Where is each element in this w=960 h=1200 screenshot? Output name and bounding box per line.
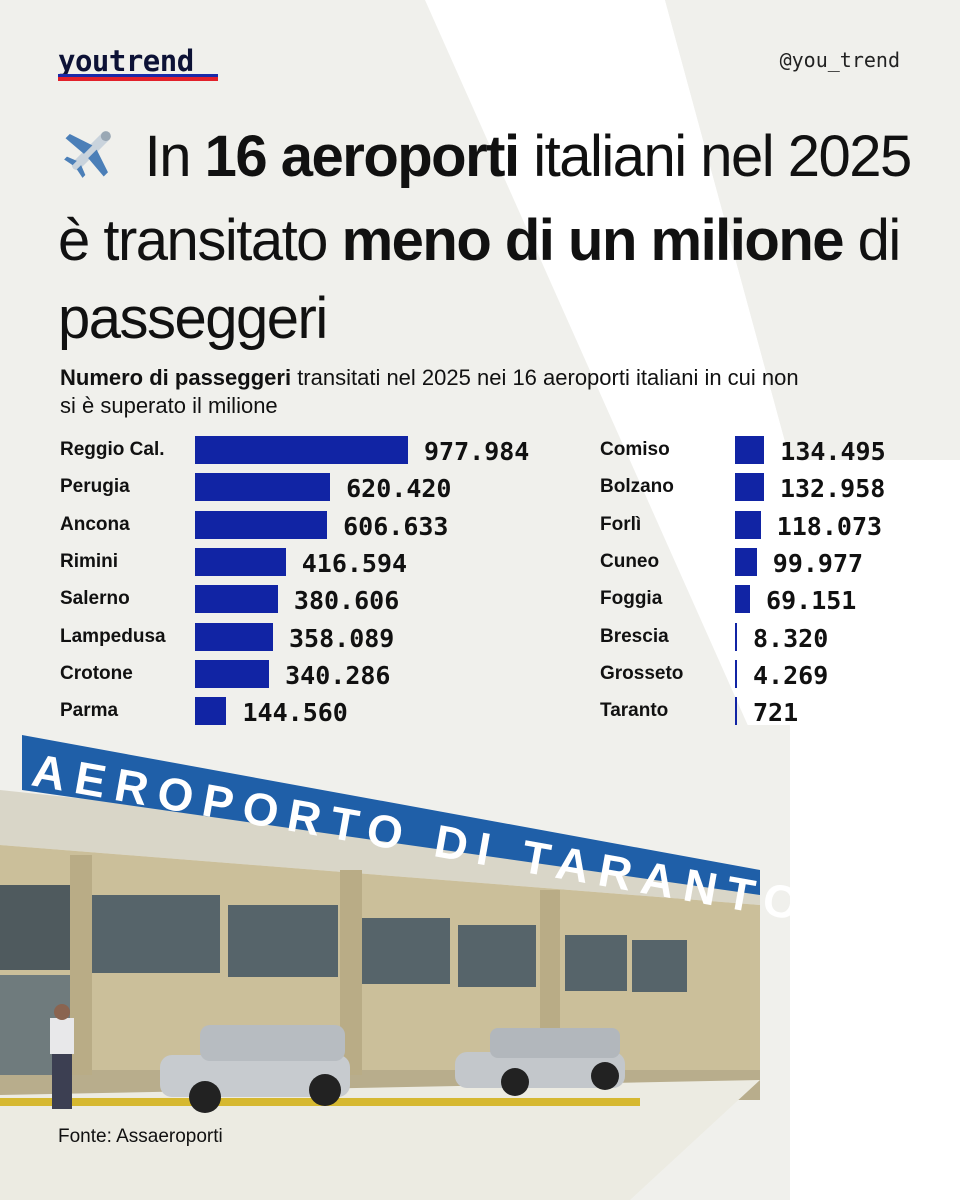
bar-row: Parma 144.560 bbox=[60, 697, 440, 727]
bar bbox=[735, 548, 757, 576]
title-bold-2: meno di un milione bbox=[341, 208, 845, 273]
category-label: Grosseto bbox=[600, 663, 684, 684]
source-note: Fonte: Assaeroporti bbox=[58, 1126, 223, 1147]
value-label: 358.089 bbox=[288, 624, 395, 653]
bar-row: Brescia 8.320 bbox=[600, 623, 960, 653]
category-label: Parma bbox=[60, 700, 119, 721]
airplane-icon bbox=[58, 120, 124, 202]
page-title: In 16 aeroporti italiani nel 2025 è tran… bbox=[58, 118, 918, 358]
terminal-canopy bbox=[0, 790, 760, 905]
value-label: 118.073 bbox=[776, 512, 883, 541]
category-label: Lampedusa bbox=[60, 626, 166, 647]
value-label: 721 bbox=[753, 698, 799, 727]
bar-row: Ancona 606.633 bbox=[60, 511, 448, 541]
category-label: Rimini bbox=[60, 551, 119, 572]
value-label: 69.151 bbox=[766, 586, 857, 615]
bar bbox=[195, 436, 408, 464]
bar bbox=[735, 511, 761, 539]
bar-row: Comiso 134.495 bbox=[600, 436, 960, 466]
value-label: 977.984 bbox=[424, 437, 530, 466]
value-label: 132.958 bbox=[779, 474, 886, 503]
bar-row: Rimini 416.594 bbox=[60, 548, 440, 578]
chart-subtitle: Numero di passeggeri transitati nel 2025… bbox=[60, 364, 820, 420]
sign-band bbox=[22, 735, 760, 895]
category-label: Reggio Cal. bbox=[60, 439, 165, 460]
bar bbox=[195, 548, 286, 576]
bar bbox=[195, 623, 273, 651]
category-label: Crotone bbox=[60, 663, 133, 684]
value-label: 8.320 bbox=[753, 624, 829, 653]
bar bbox=[195, 585, 278, 613]
value-label: 4.269 bbox=[753, 661, 829, 690]
value-label: 416.594 bbox=[301, 549, 408, 578]
category-label: Forlì bbox=[600, 514, 642, 535]
value-label: 380.606 bbox=[293, 586, 400, 615]
bar bbox=[735, 436, 765, 464]
category-label: Perugia bbox=[60, 476, 130, 497]
youtrend-logo: youtrend bbox=[58, 44, 194, 78]
bar-row: Perugia 620.420 bbox=[60, 473, 451, 503]
bar-row: Grosseto 4.269 bbox=[600, 660, 960, 690]
car-left bbox=[160, 1025, 350, 1113]
subtitle-rest: transitati nel 2025 nei 16 aeroporti ita… bbox=[60, 365, 799, 418]
category-label: Ancona bbox=[60, 514, 130, 535]
bar-row: Crotone 340.286 bbox=[60, 660, 440, 690]
bar bbox=[735, 473, 764, 501]
title-text-2: italiani nel 2025 è transitato bbox=[58, 124, 912, 273]
car-right bbox=[455, 1028, 625, 1096]
person-figure bbox=[50, 1004, 74, 1109]
bar-row: Salerno 380.606 bbox=[60, 585, 440, 615]
bar bbox=[195, 511, 328, 539]
value-label: 99.977 bbox=[772, 549, 864, 578]
bar-row: Taranto 721 bbox=[600, 697, 960, 727]
bar-row: Forlì 118.073 bbox=[600, 511, 960, 541]
category-label: Foggia bbox=[600, 588, 663, 609]
bar-row: Cuneo 99.977 bbox=[600, 548, 960, 578]
title-text-1: In bbox=[130, 124, 205, 189]
logo-underline-blue bbox=[58, 74, 218, 77]
category-label: Cuneo bbox=[600, 551, 660, 572]
title-bold-1: 16 aeroporti bbox=[204, 124, 521, 189]
title-text-3: di passeggeri bbox=[58, 208, 901, 351]
bar bbox=[195, 660, 270, 688]
bar-row: Reggio Cal. 977.984 bbox=[60, 436, 529, 466]
bar bbox=[735, 585, 751, 613]
subtitle-bold: Numero di passeggeri bbox=[60, 365, 292, 390]
bar-row: Lampedusa 358.089 bbox=[60, 623, 440, 653]
category-label: Brescia bbox=[600, 626, 669, 647]
category-label: Salerno bbox=[60, 588, 130, 609]
bar bbox=[735, 660, 737, 688]
value-label: 606.633 bbox=[343, 512, 449, 541]
value-label: 340.286 bbox=[285, 661, 391, 690]
bar-row: Foggia 69.151 bbox=[600, 585, 960, 615]
category-label: Taranto bbox=[600, 700, 669, 721]
value-label: 144.560 bbox=[242, 698, 348, 727]
logo-underline-red bbox=[58, 77, 218, 81]
category-label: Bolzano bbox=[600, 476, 674, 497]
category-label: Comiso bbox=[600, 439, 670, 460]
social-handle: @you_trend bbox=[779, 48, 900, 72]
pavement bbox=[0, 1080, 760, 1200]
decor-diagonal-band bbox=[425, 0, 960, 1200]
bar-row: Bolzano 132.958 bbox=[600, 473, 960, 503]
bar bbox=[195, 697, 227, 725]
value-label: 134.495 bbox=[780, 437, 886, 466]
bar bbox=[735, 623, 737, 651]
value-label: 620.420 bbox=[346, 474, 452, 503]
bar bbox=[195, 473, 331, 501]
bar bbox=[735, 697, 737, 725]
